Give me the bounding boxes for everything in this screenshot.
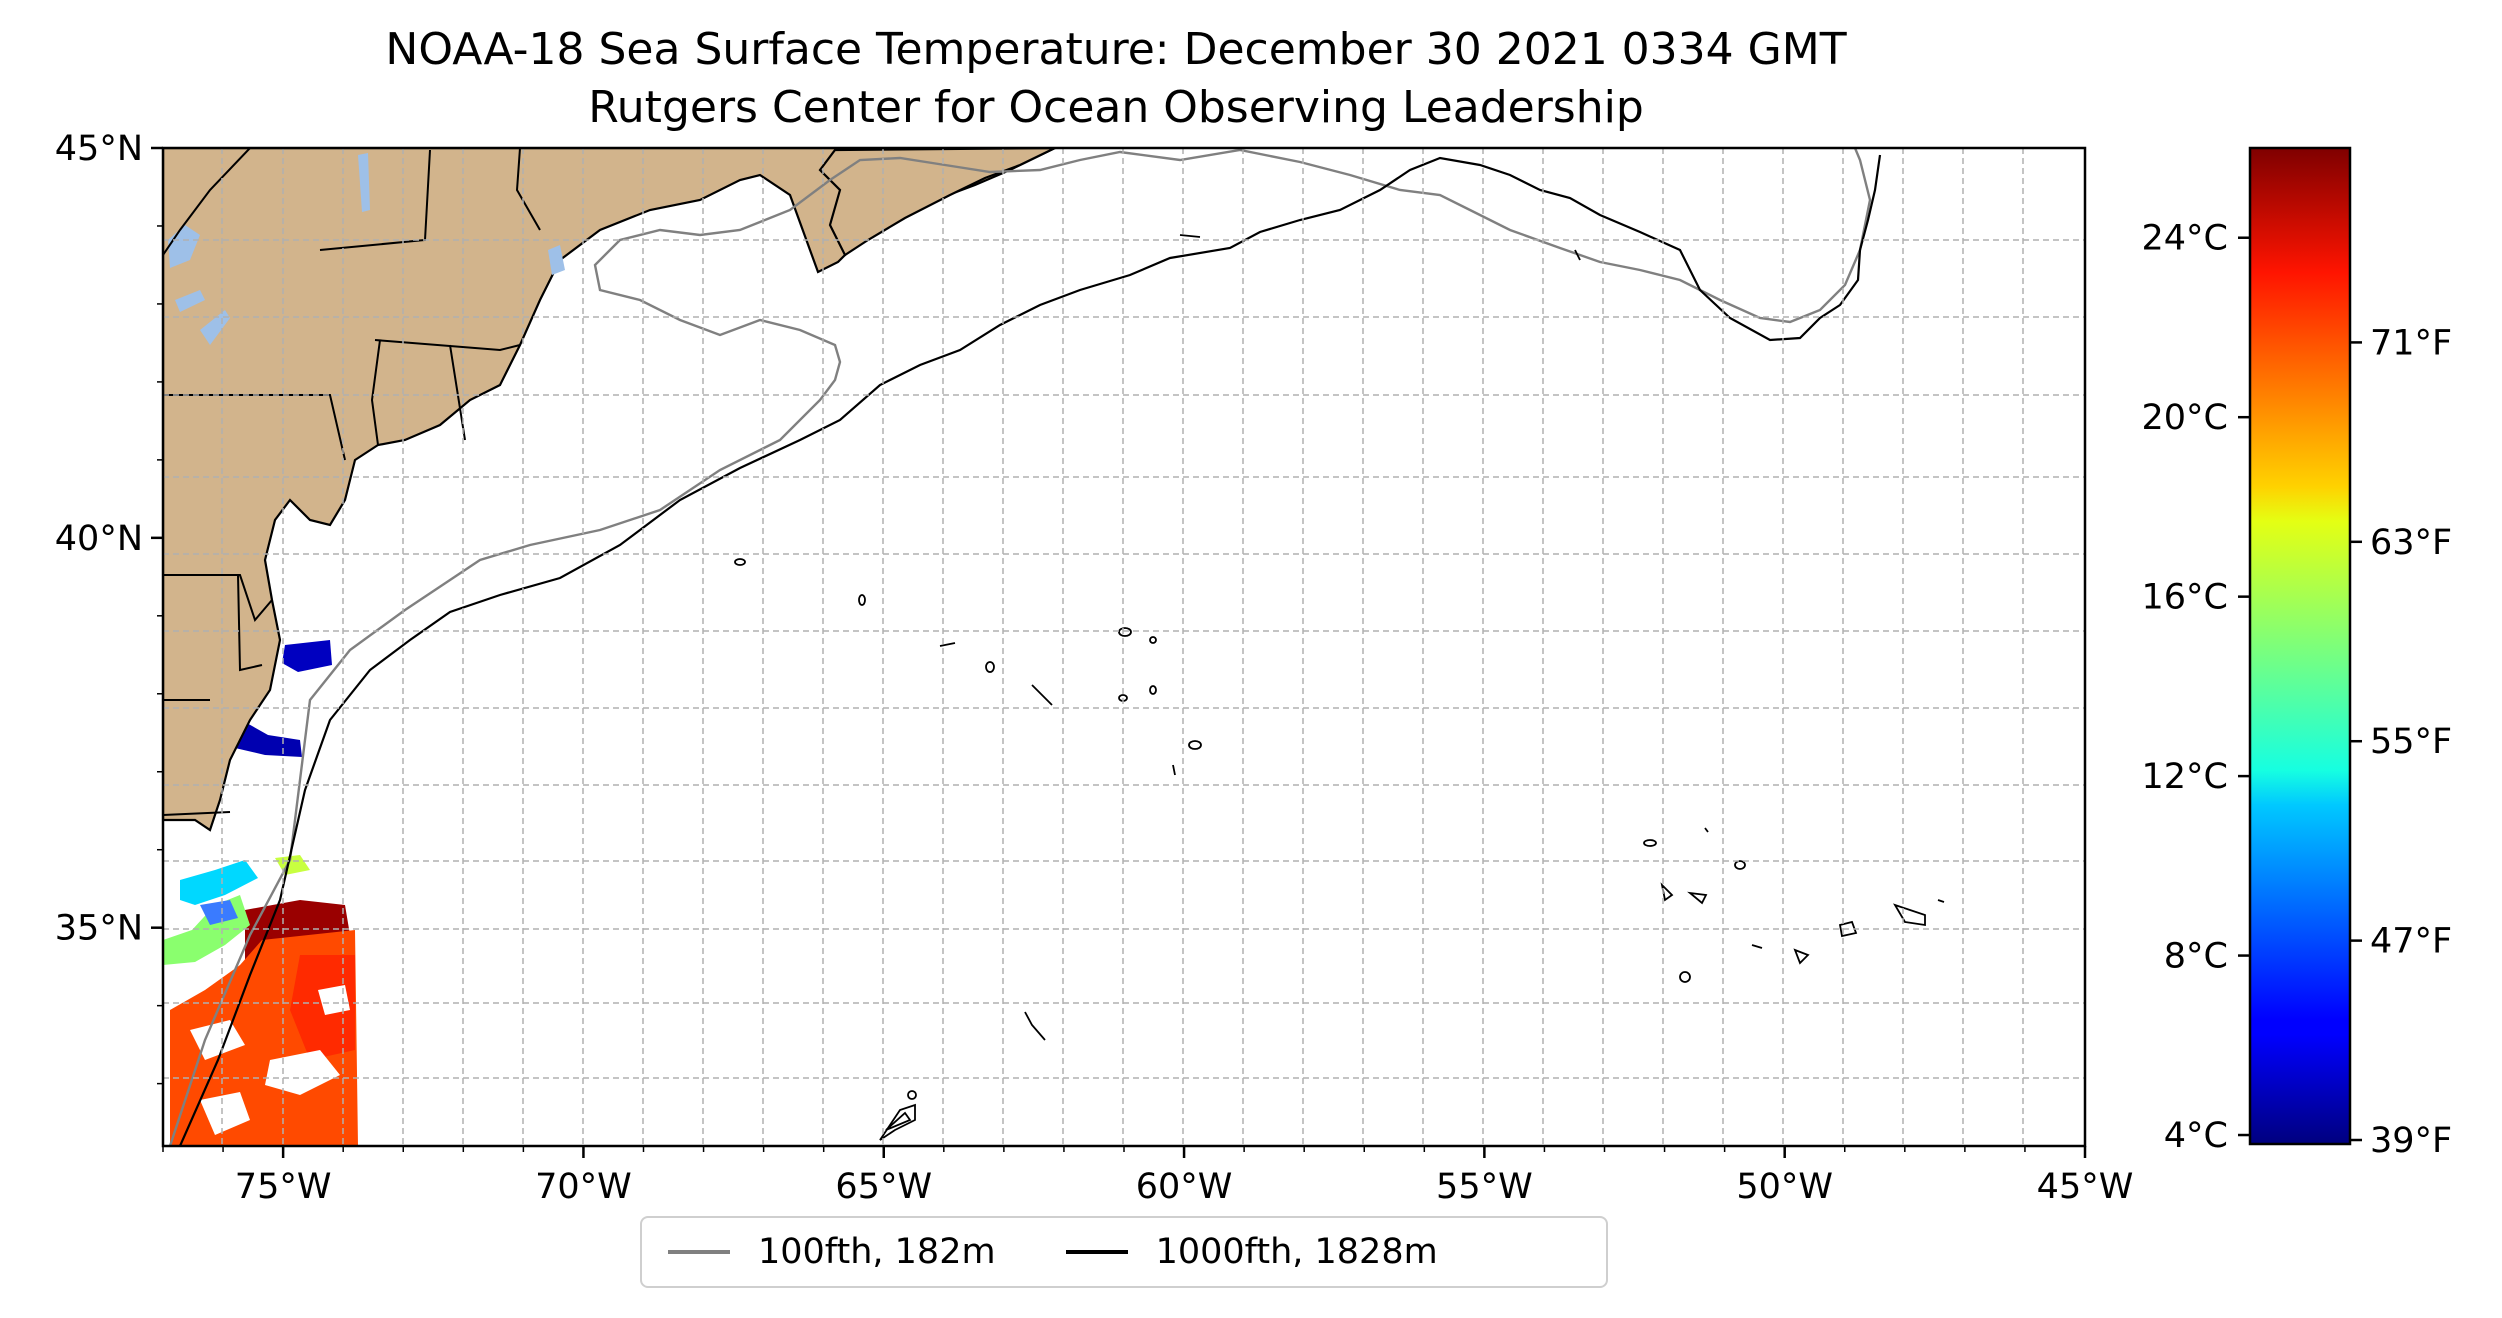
lon-tick-label: 55°W	[1436, 1167, 1533, 1207]
lon-tick-label: 45°W	[2037, 1167, 2134, 1207]
legend-swatch-100fth	[668, 1250, 730, 1254]
celsius-tick-label: 4°C	[2164, 1116, 2228, 1156]
lon-tick-label: 60°W	[1136, 1167, 1233, 1207]
legend-swatch-1000fth	[1065, 1250, 1128, 1254]
celsius-tick-label: 12°C	[2142, 757, 2228, 797]
lat-tick-label: 40°N	[55, 519, 143, 559]
isobath-1000fth	[178, 154, 1882, 1146]
fahrenheit-tick-label: 71°F	[2370, 323, 2452, 363]
celsius-tick-label: 20°C	[2142, 398, 2228, 438]
legend-item-100fth: 100fth, 182m	[668, 1232, 996, 1272]
gridlines	[163, 148, 2085, 1146]
legend-item-1000fth: 1000fth, 1828m	[1065, 1232, 1438, 1272]
legend-label-1000fth: 1000fth, 1828m	[1155, 1232, 1438, 1272]
isobath-100fth	[168, 148, 1872, 1146]
legend-label-100fth: 100fth, 182m	[758, 1232, 996, 1272]
isobath-legend: 100fth, 182m 1000fth, 1828m	[640, 1216, 1608, 1288]
lat-tick-label: 35°N	[55, 909, 143, 949]
latitude-axis: 45°N 40°N 35°N	[55, 129, 163, 1085]
fahrenheit-tick-label: 63°F	[2370, 523, 2452, 563]
celsius-tick-label: 24°C	[2142, 219, 2228, 259]
fahrenheit-tick-label: 39°F	[2370, 1121, 2452, 1161]
lon-tick-label: 65°W	[835, 1167, 932, 1207]
lon-tick-label: 50°W	[1736, 1167, 1833, 1207]
map-subtitle: Rutgers Center for Ocean Observing Leade…	[588, 82, 1644, 133]
longitude-axis: 75°W 70°W 65°W 60°W 55°W 50°W 45°W	[162, 1146, 2134, 1207]
lat-tick-label: 45°N	[55, 129, 143, 169]
colorbar-celsius-axis: 4°C 8°C 12°C 16°C 20°C 24°C	[2142, 219, 2250, 1156]
lon-tick-label: 70°W	[535, 1167, 632, 1207]
fahrenheit-tick-label: 47°F	[2370, 922, 2452, 962]
colorbar	[2248, 146, 2352, 1146]
celsius-tick-label: 16°C	[2142, 578, 2228, 618]
map-title: NOAA-18 Sea Surface Temperature: Decembe…	[385, 24, 1846, 75]
lon-tick-label: 75°W	[235, 1167, 332, 1207]
fahrenheit-tick-label: 55°F	[2370, 722, 2452, 762]
colorbar-fahrenheit-axis: 39°F 47°F 55°F 63°F 71°F	[2350, 323, 2452, 1161]
celsius-tick-label: 8°C	[2164, 937, 2228, 977]
land-layer	[163, 148, 1056, 832]
